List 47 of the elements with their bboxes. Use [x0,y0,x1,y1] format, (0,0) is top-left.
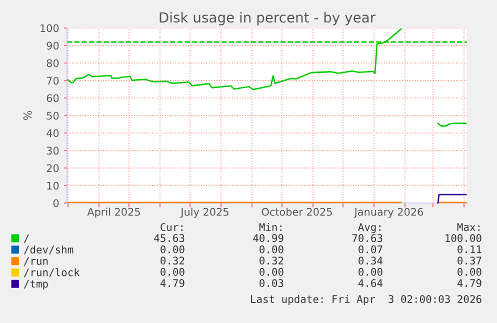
text: 45.63 [154,234,184,242]
text: 0.00 [358,268,382,276]
y-tick-label: 60 [46,94,59,102]
text: Avg: [358,223,380,234]
x-tick-label: July 2025 [180,208,228,218]
x-tick-label: April 2025 [87,208,140,218]
text: 4.79 [160,279,184,288]
chart-title: Disk usage in percent - by year [160,12,376,26]
y-tick-label: 80 [46,59,59,68]
text: Min: [259,222,282,231]
legend-label: /dev/shm [24,245,74,254]
y-tick-label: 40 [46,129,59,138]
y-tick-label: 100 [40,24,59,32]
text: 4.79 [457,279,482,288]
text: 0.32 [160,256,184,265]
text: 0.00 [160,268,184,276]
y-tick-label: 90 [46,42,59,50]
y-tick-label: 20 [46,164,59,172]
text: 4.64 [358,279,383,288]
legend-label: / [24,234,29,243]
text: 0.00 [458,268,482,276]
text: 0.34 [358,256,383,265]
text: 0.11 [458,245,482,254]
x-tick-label: January 2026 [354,208,423,218]
text: 0.07 [358,245,382,254]
text: 70.63 [352,234,382,242]
text: 0.32 [260,256,284,265]
text: 0.00 [260,245,284,254]
y-tick-label: 30 [46,146,59,155]
y-tick-label: 10 [47,182,59,190]
text: Last update: Fri Apr 3 02:00:03 2026 [251,294,482,306]
y-tick-label: 50 [46,112,59,120]
legend-label: /run/lock [24,268,80,278]
y-tick-label: 0 [53,199,59,208]
y-tick-label: 70 [46,76,59,85]
text: 0.00 [260,268,284,276]
x-tick-label: October 2025 [262,208,332,216]
legend-label: /tmp [24,280,48,290]
text: 0.37 [458,256,482,265]
text: 100.00 [446,234,482,242]
legend-label: /run [24,257,48,266]
text: 0.00 [160,245,184,254]
text: 0.03 [260,279,284,288]
text: 40.99 [253,234,284,242]
text: Max: [457,223,480,232]
y-axis-title: % [23,110,32,120]
text: Cur: [160,223,182,232]
